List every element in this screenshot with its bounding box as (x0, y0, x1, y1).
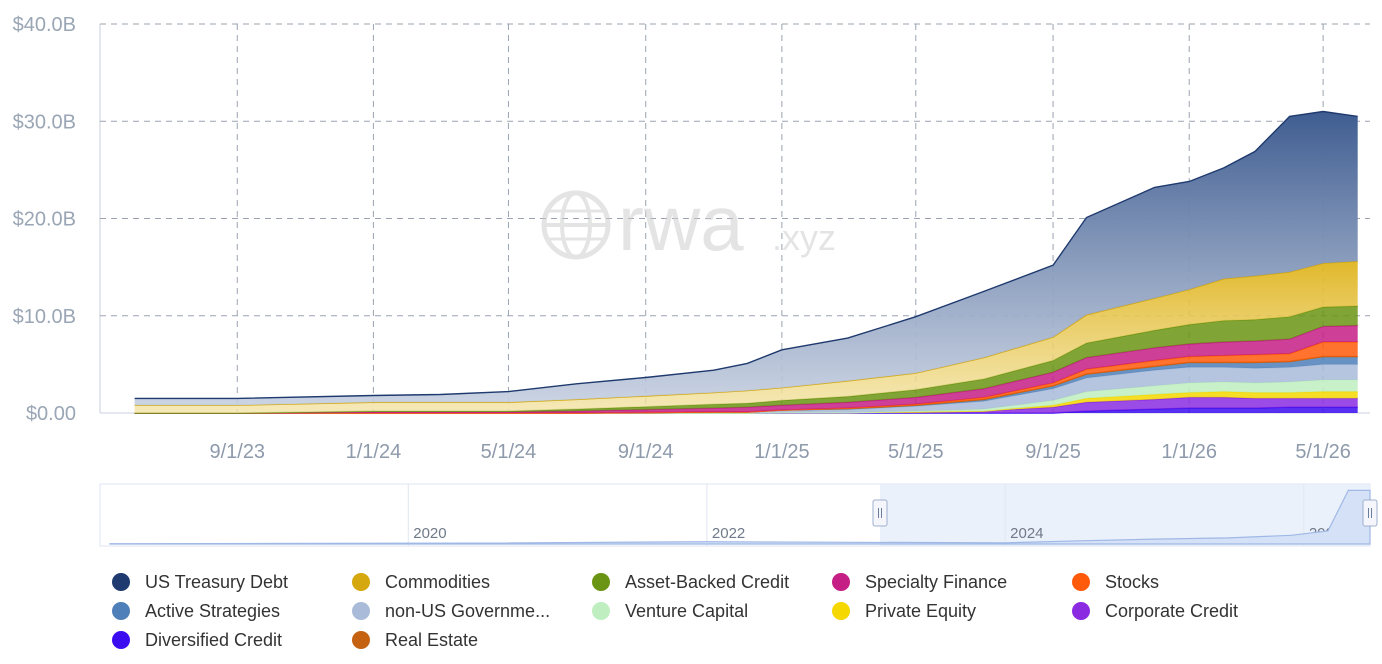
legend-swatch (832, 573, 850, 591)
watermark-brand: rwa (618, 179, 744, 267)
legend: US Treasury Debt Commodities Asset-Backed … (112, 570, 1352, 652)
x-tick-label: 9/1/24 (618, 441, 674, 463)
x-tick-label: 5/1/26 (1295, 441, 1351, 463)
legend-label: non-US Governme... (385, 600, 551, 621)
area-venture-capital (134, 379, 1358, 413)
legend-swatch (112, 631, 130, 649)
x-tick-label: 9/1/25 (1025, 441, 1081, 463)
x-tick-label: 1/1/24 (346, 441, 402, 463)
y-axis: $0.00 $10.0B $20.0B $30.0B $40.0B (13, 14, 76, 425)
drag-handle-icon (878, 508, 882, 518)
drag-handle-icon (1368, 508, 1372, 518)
area-non-us-government-debt (134, 364, 1358, 413)
legend-label: Asset-Backed Credit (625, 571, 790, 592)
area-commodities (134, 261, 1358, 413)
y-tick-label: $30.0B (13, 111, 76, 133)
legend-item[interactable]: Commodities (352, 570, 592, 594)
legend-label: Private Equity (865, 600, 977, 621)
legend-item[interactable]: Diversified Credit (112, 628, 352, 652)
legend-label: Stocks (1105, 571, 1160, 592)
x-tick-label: 5/1/24 (481, 441, 537, 463)
legend-label: Real Estate (385, 629, 479, 650)
area-diversified-credit (134, 407, 1358, 413)
x-tick-label: 5/1/25 (888, 441, 944, 463)
navigator-series-line (109, 489, 1371, 545)
navigator-year-label: 2020 (413, 525, 446, 542)
watermark-suffix: .xyz (772, 217, 836, 258)
legend-label: Specialty Finance (865, 571, 1008, 592)
legend-swatch (352, 602, 370, 620)
legend-item[interactable]: Active Strategies (112, 599, 352, 623)
y-tick-label: $20.0B (13, 209, 76, 231)
legend-swatch (352, 573, 370, 591)
legend-label: Commodities (385, 571, 491, 592)
legend-item[interactable]: Private Equity (832, 599, 1072, 623)
legend-label: Corporate Credit (1105, 600, 1239, 621)
legend-label: Diversified Credit (145, 629, 283, 650)
legend-item[interactable]: Real Estate (352, 628, 592, 652)
x-tick-label: 1/1/25 (754, 441, 810, 463)
legend-item[interactable]: Corporate Credit (1072, 599, 1312, 623)
legend-item[interactable]: Stocks (1072, 570, 1312, 594)
area-us-treasury-debt (134, 111, 1358, 406)
legend-swatch (1072, 602, 1090, 620)
navigator-year-label: 2022 (712, 525, 745, 542)
legend-label: Venture Capital (625, 600, 749, 621)
watermark: rwa .xyz (541, 179, 836, 267)
legend-item[interactable]: US Treasury Debt (112, 570, 352, 594)
navigator-right-handle[interactable] (1362, 499, 1378, 527)
stacked-areas (134, 110, 1358, 414)
area-private-equity (134, 391, 1358, 413)
legend-label: Active Strategies (145, 600, 281, 621)
legend-item[interactable]: Specialty Finance (832, 570, 1072, 594)
legend-item[interactable]: Venture Capital (592, 599, 832, 623)
area-corporate-credit (134, 397, 1358, 413)
x-axis: 9/1/23 1/1/24 5/1/24 9/1/24 1/1/25 5/1/25 9/1/… (209, 441, 1350, 463)
globe-icon (541, 190, 611, 260)
navigator-year-label: 2024 (1010, 525, 1043, 542)
y-tick-label: $40.0B (13, 14, 76, 36)
legend-swatch (832, 602, 850, 620)
x-tick-label: 9/1/23 (209, 441, 265, 463)
legend-swatch (1072, 573, 1090, 591)
legend-swatch (112, 602, 130, 620)
legend-item[interactable]: Asset-Backed Credit (592, 570, 832, 594)
legend-swatch (112, 573, 130, 591)
navigator-left-handle[interactable] (872, 499, 888, 527)
y-tick-label: $10.0B (13, 306, 76, 328)
legend-item[interactable]: non-US Governme... (352, 599, 592, 623)
y-tick-label: $0.00 (26, 403, 76, 425)
legend-label: US Treasury Debt (145, 571, 289, 592)
line-us-treasury-debt (134, 110, 1358, 400)
legend-swatch (352, 631, 370, 649)
legend-swatch (592, 602, 610, 620)
main-chart[interactable]: rwa .xyz $0.00 $10.0B $20.0B $30.0B $40.0B 9… (0, 0, 1382, 470)
x-tick-label: 1/1/26 (1161, 441, 1217, 463)
legend-swatch (592, 573, 610, 591)
range-navigator[interactable]: 2020202220242026 (0, 478, 1382, 550)
